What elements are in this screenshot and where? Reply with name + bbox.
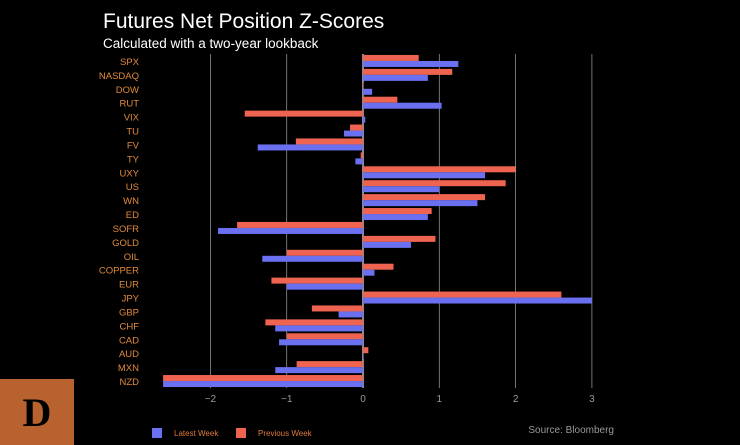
category-label: SPX (120, 57, 140, 68)
bar-latest-week (363, 60, 459, 67)
bar-latest-week (363, 88, 373, 95)
category-label: WN (123, 196, 139, 207)
bar-latest-week (257, 144, 363, 151)
x-tick-label: 0 (360, 394, 366, 405)
bar-latest-week (363, 214, 428, 221)
chart-title: Futures Net Position Z-Scores (103, 10, 385, 33)
bar-latest-week (363, 74, 428, 81)
bar-latest-week (363, 269, 375, 276)
bar-previous-week (237, 221, 363, 228)
category-label: OIL (124, 252, 139, 263)
bar-previous-week (363, 180, 506, 187)
bar-latest-week (363, 172, 486, 179)
legend-swatch-previous (236, 428, 246, 438)
bar-previous-week (271, 277, 363, 284)
bar-latest-week (363, 241, 412, 248)
logo: D (0, 379, 74, 445)
bar-latest-week (163, 381, 363, 388)
bar-latest-week (363, 297, 592, 304)
logo-letter: D (22, 389, 52, 435)
bar-latest-week (275, 367, 363, 374)
legend-label-latest: Latest Week (174, 428, 219, 438)
category-label: UXY (119, 168, 139, 179)
bar-previous-week (265, 319, 363, 326)
category-label: US (126, 182, 139, 193)
legend-item-latest: Latest Week (152, 428, 218, 438)
category-label: CAD (119, 335, 139, 346)
bar-previous-week (296, 361, 363, 368)
bar-previous-week (363, 68, 453, 75)
category-label: NZD (119, 377, 139, 388)
chart-subtitle: Calculated with a two-year lookback (103, 36, 319, 51)
bar-latest-week (338, 311, 363, 318)
category-label: DOW (116, 85, 139, 96)
category-label: MXN (118, 363, 139, 374)
bar-latest-week (363, 186, 440, 193)
bar-previous-week (363, 54, 419, 61)
bar-latest-week (363, 102, 442, 109)
bar-previous-week (363, 82, 364, 89)
category-label: VIX (124, 113, 140, 124)
bar-previous-week (363, 194, 486, 201)
category-label: COPPER (99, 266, 139, 277)
legend-label-previous: Previous Week (258, 428, 312, 438)
bar-previous-week (363, 96, 398, 103)
category-label: EUR (119, 280, 139, 291)
bar-previous-week (363, 235, 436, 242)
category-label: FV (127, 140, 140, 151)
category-label: GOLD (112, 238, 139, 249)
bar-latest-week (218, 227, 363, 234)
bar-previous-week (363, 347, 369, 354)
category-label: SOFR (113, 224, 140, 235)
bar-previous-week (360, 152, 363, 159)
bar-latest-week (286, 283, 363, 290)
x-tick-label: 1 (437, 394, 443, 405)
category-label: TU (126, 127, 139, 138)
bar-previous-week (295, 138, 363, 145)
category-label: GBP (119, 307, 139, 318)
x-tick-label: −1 (281, 394, 293, 405)
bar-latest-week (275, 325, 363, 332)
bar-previous-week (363, 291, 562, 298)
bar-previous-week (244, 110, 363, 117)
bar-latest-week (262, 255, 363, 262)
category-label: NASDAQ (99, 71, 139, 82)
bar-latest-week (363, 116, 366, 123)
bar-previous-week (286, 333, 363, 340)
category-label: RUT (119, 99, 139, 110)
bar-previous-week (350, 124, 363, 131)
x-tick-label: 3 (589, 394, 595, 405)
bar-latest-week (363, 200, 478, 207)
bar-previous-week (286, 249, 363, 256)
bar-previous-week (311, 305, 363, 312)
category-label: JPY (122, 294, 140, 305)
bar-previous-week (363, 166, 516, 173)
category-label: ED (126, 210, 139, 221)
category-label: TY (127, 154, 140, 165)
legend-swatch-latest (152, 428, 162, 438)
x-tick-label: 2 (513, 394, 519, 405)
bar-previous-week (363, 263, 394, 270)
category-label: AUD (119, 349, 139, 360)
bar-previous-week (163, 375, 363, 382)
x-tick-label: −2 (205, 394, 217, 405)
bar-latest-week (343, 130, 363, 137)
legend-item-previous: Previous Week (236, 428, 312, 438)
category-label: CHF (119, 321, 139, 332)
bar-latest-week (279, 339, 363, 346)
source-note: Source: Bloomberg (528, 425, 614, 436)
bar-previous-week (363, 208, 432, 215)
bar-latest-week (363, 353, 364, 360)
bar-latest-week (355, 158, 363, 165)
